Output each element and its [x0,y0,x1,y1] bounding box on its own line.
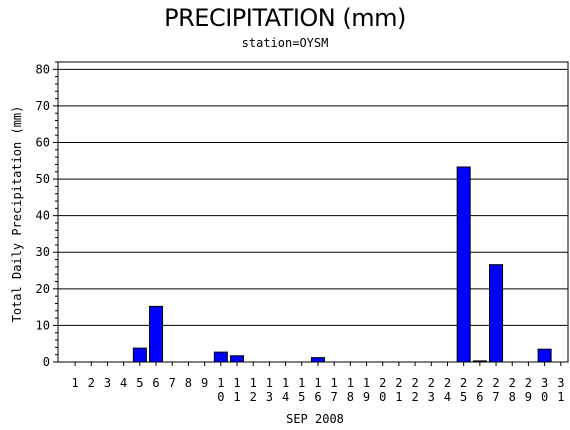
x-tick-label: 9 [201,376,208,390]
y-tick-label: 50 [36,172,50,186]
x-tick-label: 8 [185,376,192,390]
y-tick-label: 70 [36,99,50,113]
y-tick-label: 80 [36,62,50,76]
chart-subtitle: station=OYSM [241,36,329,50]
y-tick-label: 20 [36,282,50,296]
chart-title: PRECIPITATION (mm) [164,4,406,32]
gridlines [58,68,568,326]
x-axis-label: SEP 2008 [286,412,344,426]
bar [489,264,504,363]
x-tick-label: 4 [120,376,127,390]
y-tick-label: 0 [43,355,50,369]
bars [132,166,552,363]
x-axis: 1 2 3 4 5 6 7 8 9 1 01 11 21 31 41 51 61 71 81 92 02 12 22 32 42… [71,362,564,404]
x-tick-label: 2 [88,376,95,390]
bar [310,357,325,363]
x-tick-label: 7 [169,376,176,390]
bar [213,351,228,363]
plot-frame [57,61,569,363]
bar [132,347,147,363]
y-axis-label: Total Daily Precipitation (mm) [10,106,24,323]
bar [456,166,471,363]
y-tick-label: 10 [36,318,50,332]
y-tick-label: 60 [36,135,50,149]
bar [230,355,244,363]
x-tick-label: 6 [152,376,159,390]
bar [537,348,552,363]
x-tick-label: 3 [104,376,111,390]
y-tick-label: 30 [36,245,50,259]
y-tick-label: 40 [36,209,50,223]
y-axis: 0 10 20 30 40 50 60 70 80 [36,61,58,369]
x-tick-label: 5 [136,376,143,390]
bar [149,305,164,363]
x-tick-label: 1 [71,376,78,390]
